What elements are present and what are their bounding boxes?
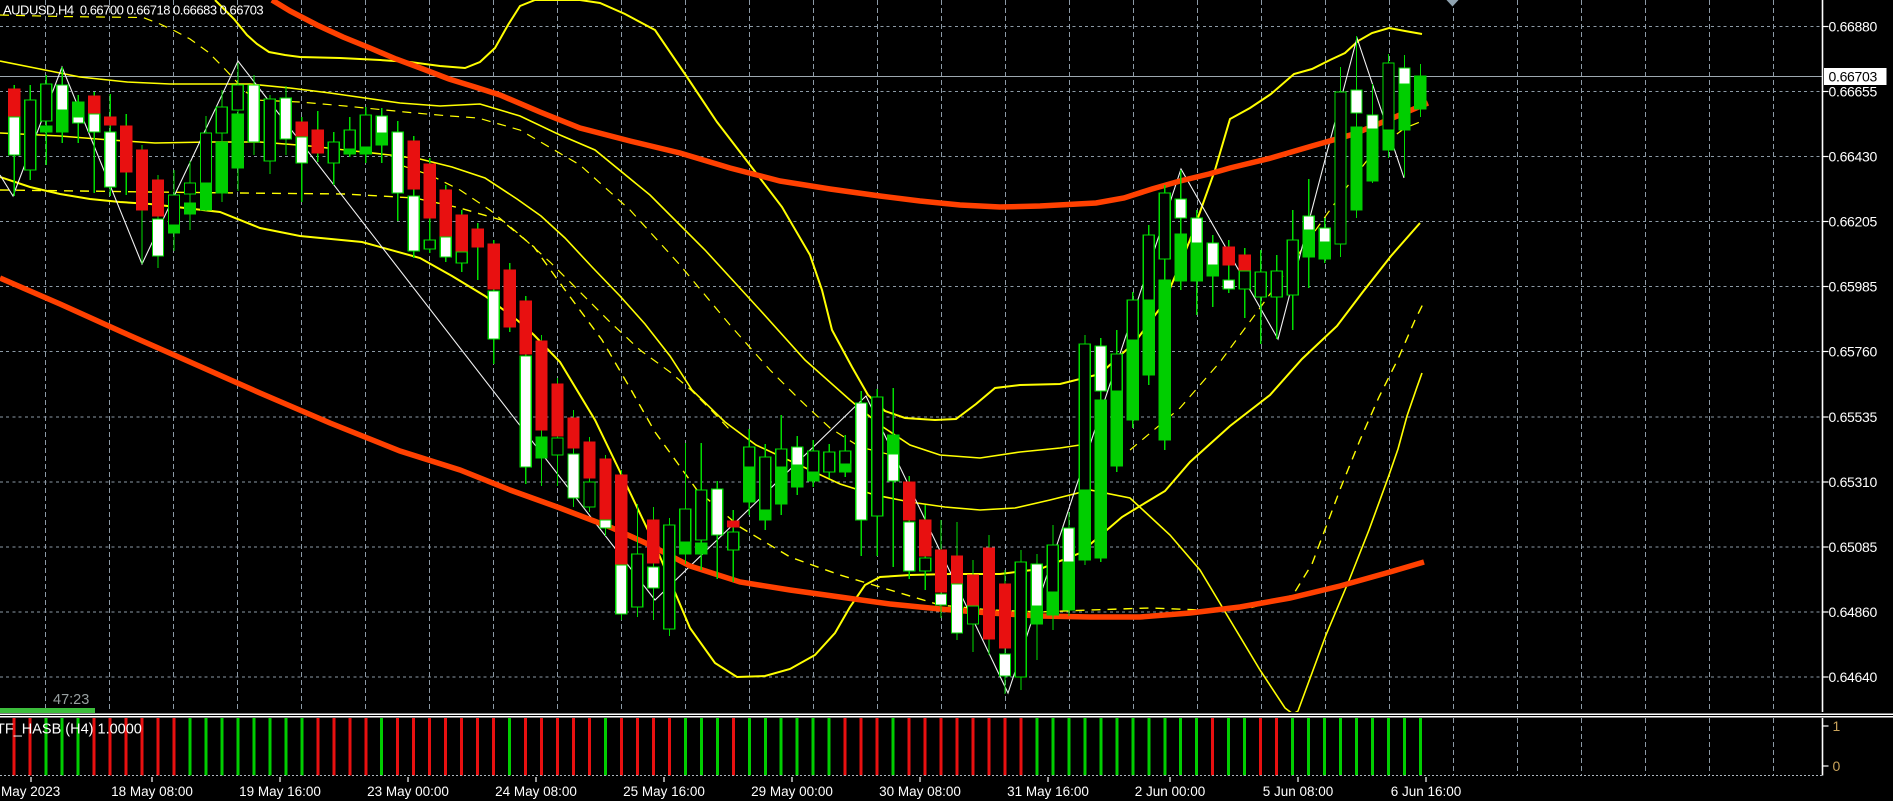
svg-text:0.66880: 0.66880: [1829, 19, 1878, 35]
svg-text:TF_HASB (H4) 1.0000: TF_HASB (H4) 1.0000: [0, 722, 142, 738]
svg-text:0.64640: 0.64640: [1829, 669, 1878, 685]
svg-text:2 Jun 00:00: 2 Jun 00:00: [1135, 784, 1206, 799]
svg-text:1: 1: [1833, 718, 1841, 734]
svg-text:0.64860: 0.64860: [1829, 604, 1878, 620]
svg-text:19 May 16:00: 19 May 16:00: [239, 784, 321, 799]
svg-text:0.65985: 0.65985: [1829, 279, 1878, 295]
svg-text:5 Jun 08:00: 5 Jun 08:00: [1263, 784, 1334, 799]
svg-text:23 May 00:00: 23 May 00:00: [367, 784, 449, 799]
svg-text:25 May 16:00: 25 May 16:00: [623, 784, 705, 799]
svg-text:0.66205: 0.66205: [1829, 214, 1878, 230]
svg-text:30 May 08:00: 30 May 08:00: [879, 784, 961, 799]
svg-text:31 May 16:00: 31 May 16:00: [1007, 784, 1089, 799]
svg-text:May 2023: May 2023: [1, 784, 60, 799]
svg-text:0.66430: 0.66430: [1829, 149, 1878, 165]
svg-text:AUDUSD,H4 0.66700 0.66718 0.6: AUDUSD,H4 0.66700 0.66718 0.66683 0.6670…: [3, 3, 263, 18]
svg-text:0.66703: 0.66703: [1829, 69, 1878, 85]
svg-text:18 May 08:00: 18 May 08:00: [111, 784, 193, 799]
svg-text:0.65310: 0.65310: [1829, 474, 1878, 490]
svg-text:0.65760: 0.65760: [1829, 344, 1878, 360]
svg-text:47:23: 47:23: [53, 692, 89, 708]
svg-text:0.65085: 0.65085: [1829, 539, 1878, 555]
svg-text:0.66655: 0.66655: [1829, 84, 1878, 100]
svg-text:0.65535: 0.65535: [1829, 409, 1878, 425]
svg-text:24 May 08:00: 24 May 08:00: [495, 784, 577, 799]
svg-text:0: 0: [1833, 758, 1841, 774]
svg-text:6 Jun 16:00: 6 Jun 16:00: [1391, 784, 1462, 799]
svg-text:29 May 00:00: 29 May 00:00: [751, 784, 833, 799]
